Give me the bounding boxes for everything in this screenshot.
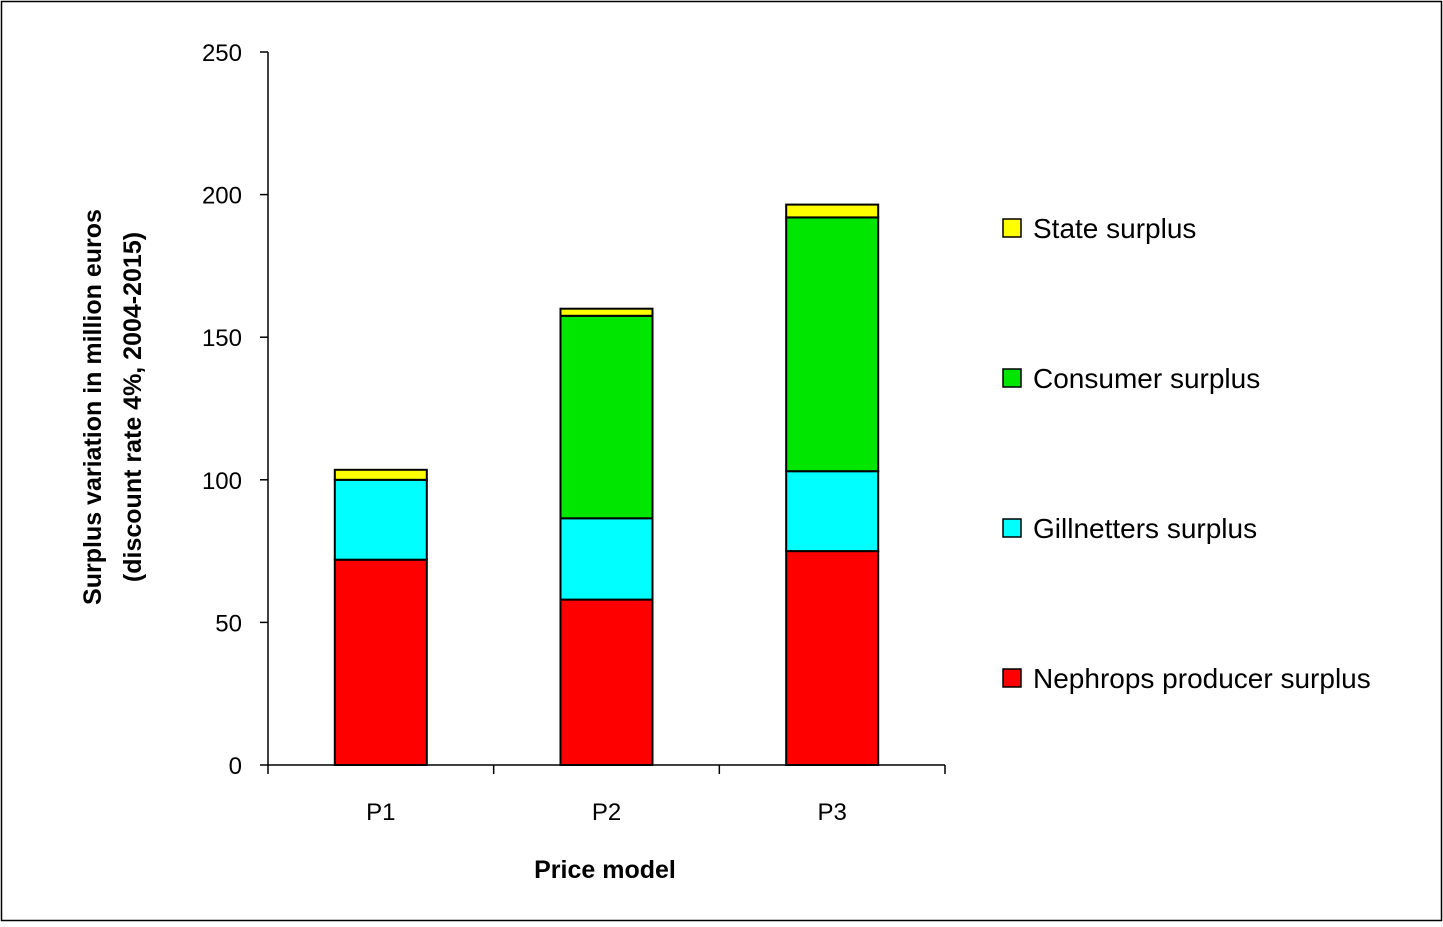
legend-swatch-consumer-surplus (1002, 368, 1022, 388)
legend-label-consumer-surplus: Consumer surplus (1033, 363, 1260, 394)
legend-swatch-nephrops-producer-surplus (1002, 668, 1022, 688)
bar-segment-p2-state-surplus (559, 307, 654, 317)
bar-segment-p3-consumer-surplus (785, 216, 880, 473)
y-tick-label: 100 (202, 468, 242, 495)
legend-label-nephrops-producer-surplus: Nephrops producer surplus (1033, 663, 1371, 694)
bar-segment-p2-gillnetters-surplus (559, 517, 654, 601)
x-tick-label-p3: P3 (817, 799, 846, 826)
bar-segment-p3-gillnetters-surplus (785, 470, 880, 553)
bar-segment-p1-state-surplus (333, 468, 428, 481)
bar-segment-p2-consumer-surplus (559, 314, 654, 520)
legend-label-gillnetters-surplus: Gillnetters surplus (1033, 513, 1257, 544)
x-tick-label-p1: P1 (366, 799, 395, 826)
y-tick-label: 50 (215, 610, 242, 637)
legend-swatch-state-surplus (1002, 218, 1022, 238)
y-axis-title-line1: Surplus variation in million euros (79, 209, 107, 605)
bars-layer (333, 203, 880, 767)
x-tick-label-p2: P2 (592, 799, 621, 826)
y-axis-title-line2: (discount rate 4%, 2004-2015) (119, 232, 147, 582)
bar-segment-p1-gillnetters-surplus (333, 478, 428, 561)
legend-swatch-gillnetters-surplus (1002, 518, 1022, 538)
bar-segment-p1-nephrops-producer-surplus (333, 558, 428, 767)
y-tick-label: 250 (202, 40, 242, 67)
y-tick-label: 150 (202, 325, 242, 352)
bar-segment-p3-nephrops-producer-surplus (785, 550, 880, 766)
bar-segment-p3-state-surplus (785, 203, 880, 219)
legend-label-state-surplus: State surplus (1033, 213, 1196, 244)
ticks-layer: 0 50 100 150 200 250 P1 P2 P3 (202, 40, 946, 826)
y-tick-label: 200 (202, 183, 242, 210)
legend: State surplus Consumer surplus Gillnetters… (1002, 213, 1371, 694)
x-axis-title: Price model (534, 856, 676, 884)
y-tick-label: 0 (229, 753, 242, 780)
axes-layer (267, 52, 945, 766)
bar-segment-p2-nephrops-producer-surplus (559, 598, 654, 766)
